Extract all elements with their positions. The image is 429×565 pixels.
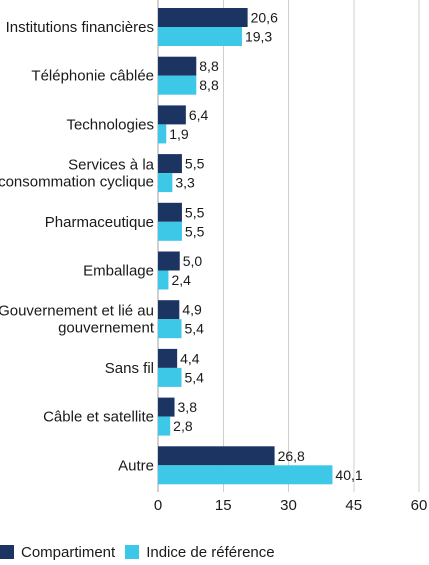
data-label: 5,0 [183, 253, 203, 269]
bar-compartiment [158, 251, 180, 271]
data-label: 8,8 [199, 77, 219, 93]
x-tick-label-60: 60 [411, 497, 428, 514]
bar-indice [158, 416, 171, 436]
data-label: 4,9 [182, 302, 202, 318]
data-label: 20,6 [251, 10, 278, 26]
legend-label-indice: Indice de référence [146, 543, 275, 561]
bar-compartiment [158, 348, 178, 368]
data-label: 4,4 [180, 350, 200, 366]
legend-swatch-compartiment [0, 545, 14, 559]
category-label: Câble et satellite [43, 409, 154, 426]
bar-indice [158, 221, 182, 241]
category-label: Services à la [68, 157, 155, 174]
data-label: 26,8 [278, 448, 305, 464]
bar-chart: 0 15 30 45 60 20,6 19,3 Institutions financière… [0, 0, 428, 514]
bar-indice [158, 124, 167, 144]
legend-swatch-indice [125, 545, 140, 559]
data-label: 5,5 [185, 223, 205, 239]
bar-compartiment [158, 300, 180, 320]
bar-compartiment [158, 154, 182, 174]
category-label: Technologies [66, 116, 154, 133]
bar-indice [158, 367, 182, 387]
data-label: 6,4 [189, 107, 209, 123]
data-label: 5,4 [184, 321, 204, 337]
category-label: consommation cyclique [0, 174, 154, 191]
legend-item-indice: Indice de référence [125, 543, 275, 561]
bar-indice [158, 319, 182, 339]
bar-compartiment [158, 8, 248, 27]
data-label: 5,4 [184, 369, 204, 385]
bar-compartiment [158, 202, 182, 222]
data-label: 2,4 [171, 272, 191, 288]
bar-indice [158, 465, 333, 485]
category-label: Emballage [83, 263, 154, 280]
bar-indice [158, 173, 173, 193]
category-label: Institutions financières [6, 19, 154, 36]
data-label: 3,8 [178, 399, 198, 415]
legend-label-compartiment: Compartiment [21, 543, 116, 561]
category-label: gouvernement [58, 320, 155, 337]
bar-indice [158, 270, 169, 290]
x-tick-label-0: 0 [154, 497, 162, 514]
category-label: Pharmaceutique [45, 214, 154, 231]
legend-item-compartiment: Compartiment [0, 544, 115, 561]
data-label: 40,1 [335, 467, 362, 483]
legend: Compartiment Indice de référence [0, 540, 285, 564]
data-label: 3,3 [175, 175, 195, 191]
bar-compartiment [158, 56, 197, 76]
data-label: 5,5 [185, 156, 205, 172]
data-label: 5,5 [185, 204, 205, 220]
data-label: 2,8 [173, 418, 193, 434]
x-tick-label-15: 15 [215, 497, 232, 514]
bar-compartiment [158, 397, 175, 417]
category-label: Autre [118, 457, 154, 474]
category-label: Gouvernement et lié au [0, 303, 154, 320]
bar-compartiment [158, 446, 275, 466]
data-label: 19,3 [245, 29, 272, 45]
x-tick-label-45: 45 [345, 497, 362, 514]
data-label: 1,9 [169, 126, 189, 142]
x-tick-label-30: 30 [280, 497, 297, 514]
category-label: Téléphonie câblée [31, 68, 154, 85]
bar-indice [158, 27, 242, 46]
bar-compartiment [158, 105, 186, 125]
bar-indice [158, 75, 197, 95]
data-label: 8,8 [199, 58, 219, 74]
category-label: Sans fil [105, 360, 154, 377]
